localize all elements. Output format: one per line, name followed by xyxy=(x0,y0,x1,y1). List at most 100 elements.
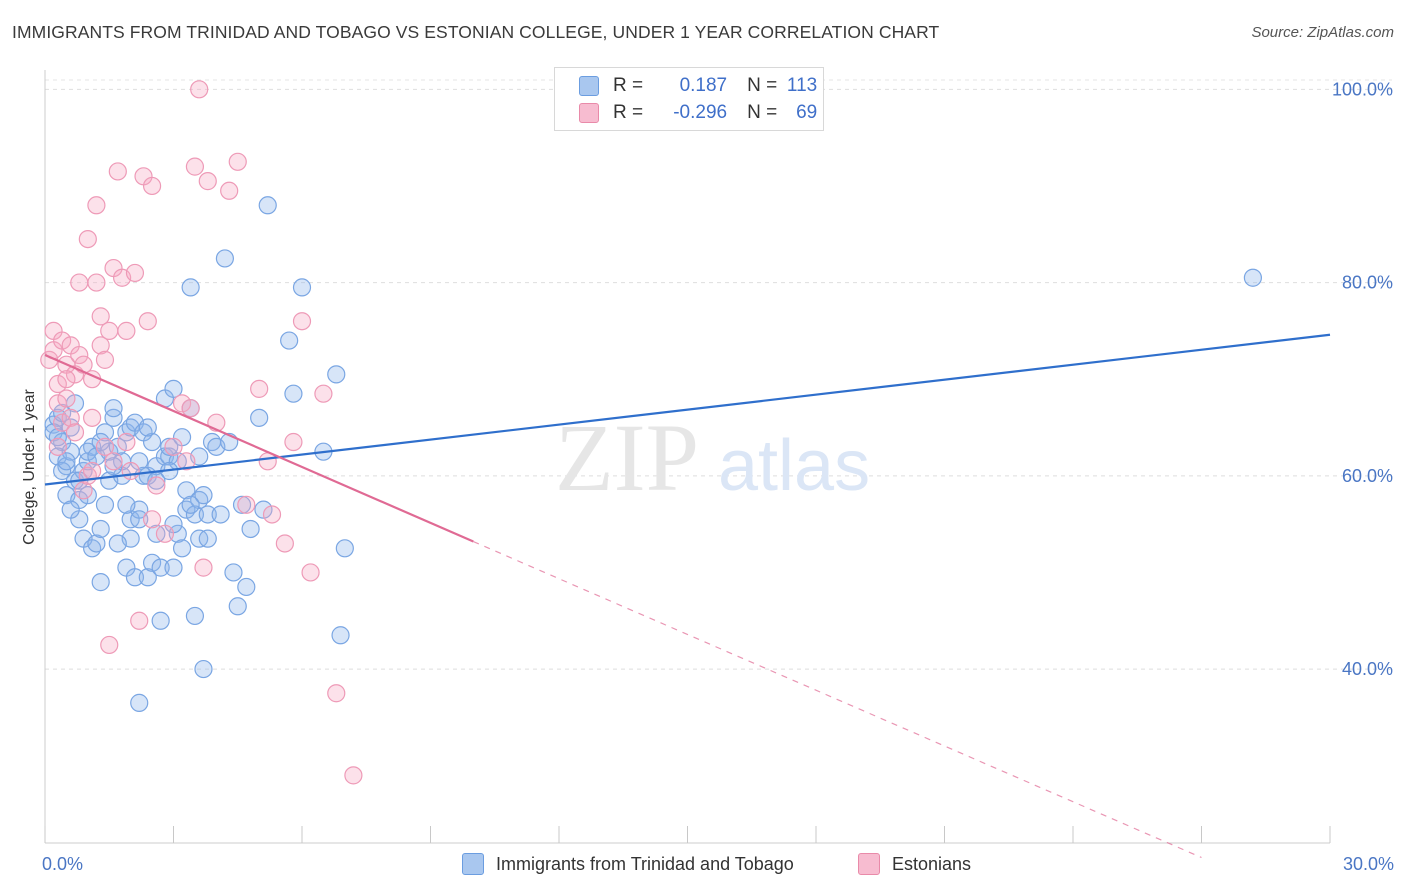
point-trinidad xyxy=(151,611,170,630)
point-trinidad xyxy=(78,452,97,471)
point-trinidad xyxy=(335,539,354,558)
point-trinidad xyxy=(172,539,192,558)
point-estonians xyxy=(65,423,85,442)
point-estonians xyxy=(314,384,333,403)
point-trinidad xyxy=(61,500,80,519)
point-estonians xyxy=(185,157,205,176)
point-estonians xyxy=(83,461,102,481)
point-trinidad xyxy=(53,403,72,423)
point-estonians xyxy=(198,172,217,191)
point-trinidad xyxy=(53,461,72,481)
point-estonians xyxy=(74,481,93,500)
point-trinidad xyxy=(108,437,127,456)
x-tick-label: 0.0% xyxy=(42,854,83,874)
point-estonians xyxy=(91,307,110,326)
point-trinidad xyxy=(130,510,149,529)
bottom-legend-estonians: Estonians xyxy=(858,852,971,876)
y-tick-label: 40.0% xyxy=(1342,659,1393,679)
point-estonians xyxy=(250,379,269,398)
point-trinidad xyxy=(160,437,179,456)
point-trinidad xyxy=(237,577,256,597)
point-trinidad xyxy=(1243,268,1263,287)
point-estonians xyxy=(130,611,149,630)
point-trinidad xyxy=(164,558,183,577)
point-trinidad xyxy=(181,278,200,297)
chart-source: Source: ZipAtlas.com xyxy=(1251,24,1394,41)
point-trinidad xyxy=(215,249,234,268)
legend-n-label: N = xyxy=(747,75,778,96)
point-estonians xyxy=(104,452,123,471)
bottom-legend-label-trinidad: Immigrants from Trinidad and Tobago xyxy=(496,853,794,874)
legend-r-value: -0.296 xyxy=(673,102,728,123)
watermark-atlas: atlas xyxy=(718,426,870,506)
point-estonians xyxy=(181,399,200,418)
legend-r-label: R = xyxy=(613,102,644,123)
point-estonians xyxy=(142,510,162,529)
point-estonians xyxy=(284,432,303,452)
point-estonians xyxy=(164,437,183,456)
point-trinidad xyxy=(185,505,205,524)
legend-r-value: 0.187 xyxy=(679,75,728,96)
point-trinidad xyxy=(160,447,179,466)
watermark-zip: ZIP xyxy=(555,404,699,511)
point-estonians xyxy=(108,162,127,181)
point-estonians xyxy=(138,312,157,331)
y-tick-label: 80.0% xyxy=(1342,273,1393,293)
point-trinidad xyxy=(104,399,123,418)
point-trinidad xyxy=(327,365,346,384)
point-trinidad xyxy=(87,534,106,553)
legend-r-label: R = xyxy=(613,75,644,96)
chart-title: IMMIGRANTS FROM TRINIDAD AND TOBAGO VS E… xyxy=(12,22,940,42)
y-tick-label: 100.0% xyxy=(1332,79,1393,99)
trend-line-estonians xyxy=(44,354,474,543)
point-estonians xyxy=(262,505,282,524)
point-trinidad xyxy=(211,505,230,524)
point-estonians xyxy=(155,524,175,543)
point-trinidad xyxy=(142,553,162,572)
point-estonians xyxy=(228,152,247,171)
y-tick-label: 60.0% xyxy=(1342,466,1393,486)
point-estonians xyxy=(78,229,97,249)
legend-row-estonians: R = -0.296 N = 69 xyxy=(579,100,817,126)
point-trinidad xyxy=(254,500,273,519)
data-points xyxy=(40,80,1263,785)
point-estonians xyxy=(95,350,115,369)
point-estonians xyxy=(142,176,162,196)
trend-extension-estonians xyxy=(473,540,1202,859)
point-estonians xyxy=(53,413,72,432)
trend-lines xyxy=(44,333,1331,859)
point-trinidad xyxy=(250,408,269,427)
legend-swatch-estonians xyxy=(579,103,599,123)
legend-n-value: 113 xyxy=(786,75,818,96)
point-trinidad xyxy=(151,558,170,577)
point-trinidad xyxy=(185,606,205,626)
y-axis-title: College, Under 1 year xyxy=(21,389,38,545)
point-trinidad xyxy=(104,457,123,476)
point-trinidad xyxy=(108,534,127,553)
point-trinidad xyxy=(117,495,136,514)
point-estonians xyxy=(57,389,76,408)
point-trinidad xyxy=(48,428,67,447)
point-estonians xyxy=(327,684,346,703)
point-estonians xyxy=(172,394,192,413)
point-trinidad xyxy=(280,331,299,350)
point-estonians xyxy=(125,263,145,283)
point-trinidad xyxy=(164,379,183,398)
point-trinidad xyxy=(78,442,97,461)
bottom-legend-swatch-trinidad xyxy=(462,853,484,875)
point-estonians xyxy=(83,408,102,427)
point-estonians xyxy=(237,495,256,514)
point-trinidad xyxy=(232,495,252,514)
point-estonians xyxy=(220,181,239,200)
point-trinidad xyxy=(258,196,277,215)
axes xyxy=(44,70,1331,844)
point-estonians xyxy=(48,394,67,413)
point-estonians xyxy=(190,80,209,99)
point-trinidad xyxy=(241,519,260,539)
legend-n-value: 69 xyxy=(796,102,818,123)
point-trinidad xyxy=(95,495,115,514)
point-estonians xyxy=(95,437,115,456)
correlation-legend: R = 0.187 N = 113 R = -0.296 N = 69 xyxy=(554,67,824,131)
point-estonians xyxy=(87,273,106,292)
point-trinidad xyxy=(228,597,247,616)
